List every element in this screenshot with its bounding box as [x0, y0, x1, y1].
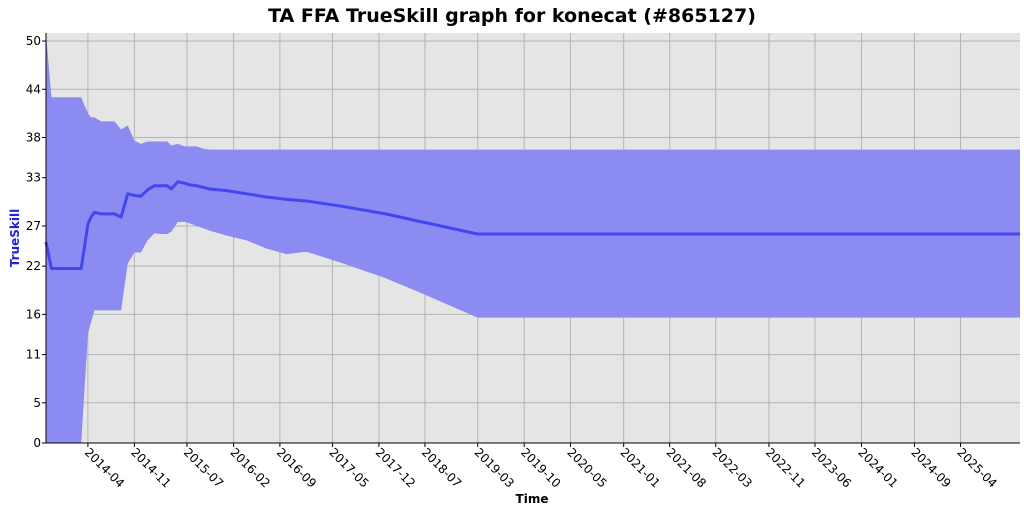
x-tick-label: 2019-10: [518, 445, 563, 490]
x-tick-label: 2016-02: [228, 445, 273, 490]
y-tick-label: 16: [26, 307, 41, 321]
x-tick-label: 2017-05: [326, 445, 371, 490]
x-tick-label: 2024-01: [855, 445, 900, 490]
x-tick-labels: 2014-04 2014-11 2015-07 2016-02 2016-09 2017-…: [82, 443, 1000, 491]
x-tick-label: 2022-11: [763, 445, 808, 490]
y-axis-title: TrueSkill: [8, 209, 22, 267]
axes: [45, 33, 1020, 444]
x-tick-label: 2016-09: [274, 445, 319, 490]
x-tick-label: 2020-05: [564, 445, 609, 490]
x-tick-label: 2014-04: [82, 445, 127, 490]
x-tick-label: 2022-03: [710, 445, 755, 490]
x-axis-title: Time: [516, 492, 549, 506]
x-tick-label: 2017-12: [373, 445, 418, 490]
y-tick-label: 27: [26, 219, 41, 233]
x-tick-label: 2023-06: [809, 445, 854, 490]
y-tick-label: 22: [26, 259, 41, 273]
y-tick-label: 50: [26, 34, 41, 48]
y-tick-label: 0: [33, 436, 41, 450]
skill-uncertainty-band: [46, 33, 1020, 443]
x-tick-label: 2021-08: [664, 445, 709, 490]
x-tick-label: 2019-03: [472, 445, 517, 490]
x-tick-label: 2018-07: [419, 445, 464, 490]
x-tick-label: 2024-09: [908, 445, 953, 490]
y-tick-label: 38: [26, 131, 41, 145]
y-tick-label: 11: [26, 348, 41, 362]
x-tick-label: 2014-11: [128, 445, 173, 490]
trueskill-mean-line: [44, 180, 1020, 270]
x-tick-label: 2015-07: [181, 445, 226, 490]
x-tick-label: 2021-01: [618, 445, 663, 490]
y-tick-labels: 0 5 11 16 22 27 33 38 44 50: [26, 34, 46, 450]
y-tick-label: 33: [26, 171, 41, 185]
y-tick-label: 44: [26, 82, 41, 96]
x-tick-label: 2025-04: [954, 445, 999, 490]
y-tick-label: 5: [33, 396, 41, 410]
chart-title: TA FFA TrueSkill graph for konecat (#865…: [268, 5, 756, 27]
